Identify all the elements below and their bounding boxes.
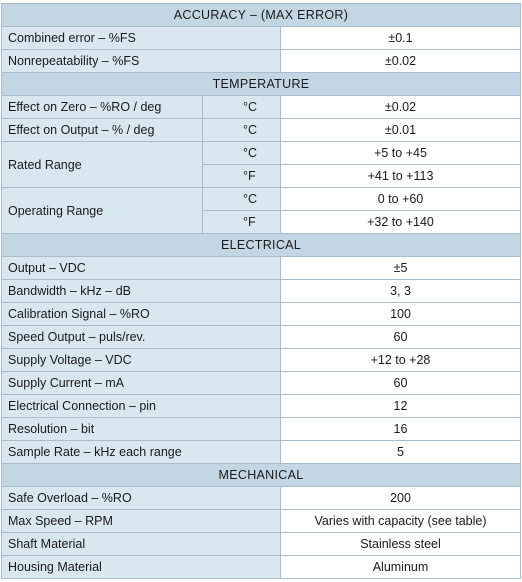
table-body: ACCURACY – (MAX ERROR) Combined error – %…: [1, 3, 521, 579]
spec-row: Effect on Output – % / deg °C ±0.01: [1, 118, 521, 142]
spec-label: Effect on Zero – %RO / deg: [1, 95, 203, 119]
spec-row: Nonrepeatability – %FS ±0.02: [1, 49, 521, 73]
spec-value: +5 to +45: [280, 141, 521, 165]
spec-label: Shaft Material: [1, 532, 281, 556]
spec-row: Shaft Material Stainless steel: [1, 532, 521, 556]
section-title: ACCURACY – (MAX ERROR): [1, 3, 521, 27]
spec-row: Speed Output – puls/rev. 60: [1, 325, 521, 349]
spec-label: Combined error – %FS: [1, 26, 281, 50]
spec-row: Max Speed – RPM Varies with capacity (see…: [1, 509, 521, 533]
spec-unit: °C: [202, 141, 281, 165]
section-title: ELECTRICAL: [1, 233, 521, 257]
spec-value: ±0.1: [280, 26, 521, 50]
section-title: TEMPERATURE: [1, 72, 521, 96]
spec-value: ±5: [280, 256, 521, 280]
spec-value: 5: [280, 440, 521, 464]
spec-label: Effect on Output – % / deg: [1, 118, 203, 142]
spec-row: Output – VDC ±5: [1, 256, 521, 280]
spec-value: 60: [280, 325, 521, 349]
spec-value: Varies with capacity (see table): [280, 509, 521, 533]
spec-row: Electrical Connection – pin 12: [1, 394, 521, 418]
spec-row: Sample Rate – kHz each range 5: [1, 440, 521, 464]
spec-value: Aluminum: [280, 555, 521, 579]
spec-label: Bandwidth – kHz – dB: [1, 279, 281, 303]
spec-unit: °C: [202, 187, 281, 211]
spec-row: °F +32 to +140: [2, 210, 521, 234]
spec-value: 12: [280, 394, 521, 418]
spec-value: 16: [280, 417, 521, 441]
spec-label: Sample Rate – kHz each range: [1, 440, 281, 464]
spec-label: Operating Range: [1, 187, 203, 234]
spec-value: ±0.01: [280, 118, 521, 142]
spec-unit: °C: [202, 118, 281, 142]
spec-value: 0 to +60: [280, 187, 521, 211]
spec-value: ±0.02: [280, 49, 521, 73]
spec-label: Rated Range: [1, 141, 203, 188]
spec-row: Operating Range °C 0 to +60: [1, 187, 521, 234]
spec-row: Resolution – bit 16: [1, 417, 521, 441]
spec-label: Speed Output – puls/rev.: [1, 325, 281, 349]
spec-row: Supply Voltage – VDC +12 to +28: [1, 348, 521, 372]
spec-label: Electrical Connection – pin: [1, 394, 281, 418]
spec-unit: °F: [202, 164, 281, 188]
spec-value: +12 to +28: [280, 348, 521, 372]
spec-label: Output – VDC: [1, 256, 281, 280]
spec-row: Bandwidth – kHz – dB 3, 3: [1, 279, 521, 303]
spec-value: 60: [280, 371, 521, 395]
section-row: TEMPERATURE: [1, 72, 521, 96]
spec-row: Safe Overload – %RO 200: [1, 486, 521, 510]
spec-label: Housing Material: [1, 555, 281, 579]
section-title: MECHANICAL: [1, 463, 521, 487]
spec-row: Combined error – %FS ±0.1: [1, 26, 521, 50]
spec-value: +41 to +113: [280, 164, 521, 188]
spec-unit: °F: [202, 210, 281, 234]
spec-row: Rated Range °C +5 to +45: [1, 141, 521, 188]
spec-row: Housing Material Aluminum: [1, 555, 521, 579]
spec-row: Effect on Zero – %RO / deg °C ±0.02: [1, 95, 521, 119]
spec-table: ACCURACY – (MAX ERROR) Combined error – %…: [1, 3, 521, 579]
spec-label: Supply Current – mA: [1, 371, 281, 395]
spec-unit: °C: [202, 95, 281, 119]
spec-value: 200: [280, 486, 521, 510]
spec-row: Calibration Signal – %RO 100: [1, 302, 521, 326]
spec-label: Resolution – bit: [1, 417, 281, 441]
spec-value: +32 to +140: [280, 210, 521, 234]
spec-value: Stainless steel: [280, 532, 521, 556]
spec-label: Calibration Signal – %RO: [1, 302, 281, 326]
spec-value: 100: [280, 302, 521, 326]
spec-value: ±0.02: [280, 95, 521, 119]
spec-label: Nonrepeatability – %FS: [1, 49, 281, 73]
spec-label: Max Speed – RPM: [1, 509, 281, 533]
section-row: ACCURACY – (MAX ERROR): [1, 3, 521, 27]
section-row: ELECTRICAL: [1, 233, 521, 257]
spec-value: 3, 3: [280, 279, 521, 303]
spec-label: Safe Overload – %RO: [1, 486, 281, 510]
spec-row: Supply Current – mA 60: [1, 371, 521, 395]
spec-label: Supply Voltage – VDC: [1, 348, 281, 372]
section-row: MECHANICAL: [1, 463, 521, 487]
